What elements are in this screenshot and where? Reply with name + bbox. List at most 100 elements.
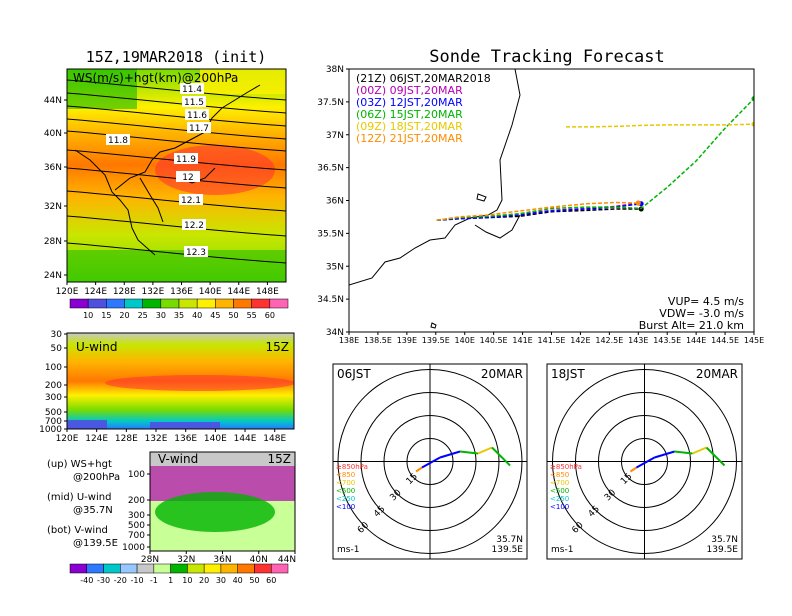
v-colorbar-swatch — [69, 563, 88, 574]
ws-contour-label-bg — [185, 109, 209, 120]
legend-up: (up) WS+hgt — [47, 459, 112, 470]
ws-contour-label-bg — [182, 96, 206, 107]
ws-ytick-label: 44N — [44, 96, 62, 106]
v-colorbar-tick: 50 — [249, 576, 259, 585]
u-xtick-label: 148E — [263, 434, 286, 444]
ws-contour-label-bg — [184, 246, 208, 257]
v-colorbar-tick: -10 — [131, 576, 144, 585]
v-colorbar-tick: 30 — [216, 576, 226, 585]
ws-map-title: 15Z,19MAR2018 (init) — [86, 48, 267, 66]
ws-contour-line — [67, 167, 286, 189]
track-stat: VUP= 4.5 m/s — [668, 295, 744, 308]
track-ytick-label: 35N — [326, 262, 344, 272]
ws-ytick-label: 36N — [44, 163, 62, 173]
ws-map-panel: 15Z,19MAR2018 (init) 11.411.511.611.711.… — [44, 48, 289, 320]
polar-level-label: ≥850hPa — [550, 463, 582, 471]
track-coast — [349, 69, 521, 329]
ws-contour-group: 11.4 11.5 11.6 11.7 11.8 11.9 12 12.1 12.2 12.3 — [67, 79, 286, 264]
v-ytick-label: 200 — [128, 496, 145, 506]
u-wind-time: 15Z — [266, 340, 290, 354]
track-yticks: 38N 37.5N 37N 36.5N 36N 35.5N 35N 34.5N 34N — [317, 65, 349, 338]
polar-right-label: 20MAR — [696, 367, 738, 381]
track-panel: Sonde Tracking Forecast (21Z) 06JST,20MA… — [317, 47, 764, 345]
track-ytick-label: 37.5N — [317, 98, 344, 108]
ws-xtick-label: 140E — [199, 287, 222, 297]
ws-contour-line — [67, 149, 286, 171]
track-stat: Burst Alt= 21.0 km — [639, 319, 744, 332]
polar-location-lon: 139.5E — [492, 545, 524, 555]
v-colorbar-swatch — [136, 563, 155, 574]
ws-colorbar-swatch — [124, 298, 143, 309]
polar-left-label: 18JST — [551, 367, 585, 381]
polar-unit: ms-1 — [551, 545, 573, 555]
legend-mid: (mid) U-wind — [47, 492, 111, 503]
polar-hodograph-segment — [459, 450, 479, 455]
ws-colorbar-swatch — [215, 298, 234, 309]
ws-contour-label-bg — [179, 194, 203, 205]
polar-hodograph-segment — [636, 456, 655, 469]
ws-contour-label: 11.4 — [182, 85, 202, 95]
track-ytick-label: 38N — [326, 65, 344, 75]
v-ytick-label: 1000 — [122, 543, 145, 553]
v-xtick-label: 40N — [250, 555, 268, 565]
legend-up-2: @200hPa — [73, 472, 120, 483]
polar-location-lat: 35.7N — [496, 535, 523, 545]
polar-level-label: <250 — [336, 495, 355, 503]
v-colorbar-swatch — [103, 563, 121, 574]
ws-contour-label: 11.9 — [176, 155, 196, 165]
v-wind-top-band — [150, 452, 295, 466]
v-wind-overlay — [150, 466, 295, 551]
track-series-line — [436, 203, 642, 221]
ws-colorbar-swatch — [178, 298, 198, 309]
v-colorbar-tick: 1 — [168, 576, 173, 585]
ws-colorbar-swatch — [69, 298, 89, 309]
polar-right-label: 20MAR — [481, 367, 523, 381]
ws-contour-line — [67, 79, 286, 101]
v-xtick-label: 28N — [141, 555, 159, 565]
ws-colorbar-tick: 30 — [156, 311, 166, 320]
ws-contour-label-bg — [106, 134, 130, 145]
panel-legend: (up) WS+hgt @200hPa (mid) U-wind @35.7N … — [47, 459, 120, 549]
ws-xtick-label: 124E — [84, 287, 107, 297]
v-xtick-label: 36N — [213, 555, 231, 565]
track-xtick-label: 138.5E — [364, 336, 392, 345]
polar-level-label: <100 — [336, 503, 355, 511]
ws-colorbar-swatch — [269, 298, 289, 309]
u-wind-xticks: 120E 124E 128E 132E 136E 140E 144E 148E — [56, 429, 286, 444]
polar-unit: ms-1 — [337, 545, 359, 555]
legend-mid-2: @35.7N — [73, 505, 113, 516]
polar-location-lat: 35.7N — [711, 535, 738, 545]
u-ytick-label: 700 — [45, 417, 62, 427]
u-ytick-label: 300 — [45, 393, 62, 403]
polar-hodograph-segment — [692, 446, 707, 455]
ws-ytick-label: 32N — [44, 202, 62, 212]
polar-level-label: <100 — [550, 503, 569, 511]
v-ytick-label: 700 — [128, 531, 145, 541]
track-xtick-label: 139.5E — [422, 336, 450, 345]
polar-level-label: ≥850hPa — [336, 463, 368, 471]
track-ytick-label: 36N — [326, 197, 344, 207]
polar-level-label: <700 — [550, 479, 569, 487]
u-ytick-label: 100 — [45, 363, 62, 373]
ws-colorbar-tick: 35 — [174, 311, 184, 320]
ws-colorbar-tick: 45 — [210, 311, 220, 320]
v-ytick-label: 500 — [128, 521, 145, 531]
ws-ytick-label: 28N — [44, 237, 62, 247]
v-colorbar-swatch — [270, 563, 289, 574]
u-ytick-label: 1000 — [39, 425, 62, 435]
v-colorbar-tick: -1 — [150, 576, 158, 585]
ws-colorbar-swatch — [233, 298, 252, 309]
polar-level-label: <500 — [550, 487, 569, 495]
ws-contour-label-bg — [180, 83, 204, 94]
ws-contour-line — [67, 242, 286, 264]
v-wind-panel: V-wind 15Z 28N 32N 36N 40N 44N 100 200 3005007… — [69, 451, 296, 585]
u-xtick-label: 132E — [145, 434, 168, 444]
ws-contour-label: 12.2 — [184, 221, 204, 231]
ws-ytick-label: 40N — [44, 129, 62, 139]
ws-xtick-label: 144E — [227, 287, 250, 297]
track-legend-entry: (06Z) 15JST,20MAR — [356, 108, 463, 121]
track-xticks: 138E 138.5E 139E 139.5E 140E 140.5E 141E 141.5E… — [339, 332, 764, 345]
ws-map-overlay: 11.4 11.5 11.6 11.7 11.8 11.9 12 12.1 12.2 12.3 — [67, 69, 286, 282]
v-wind-label: V-wind — [158, 452, 198, 466]
legend-bot-2: @139.5E — [73, 538, 118, 549]
